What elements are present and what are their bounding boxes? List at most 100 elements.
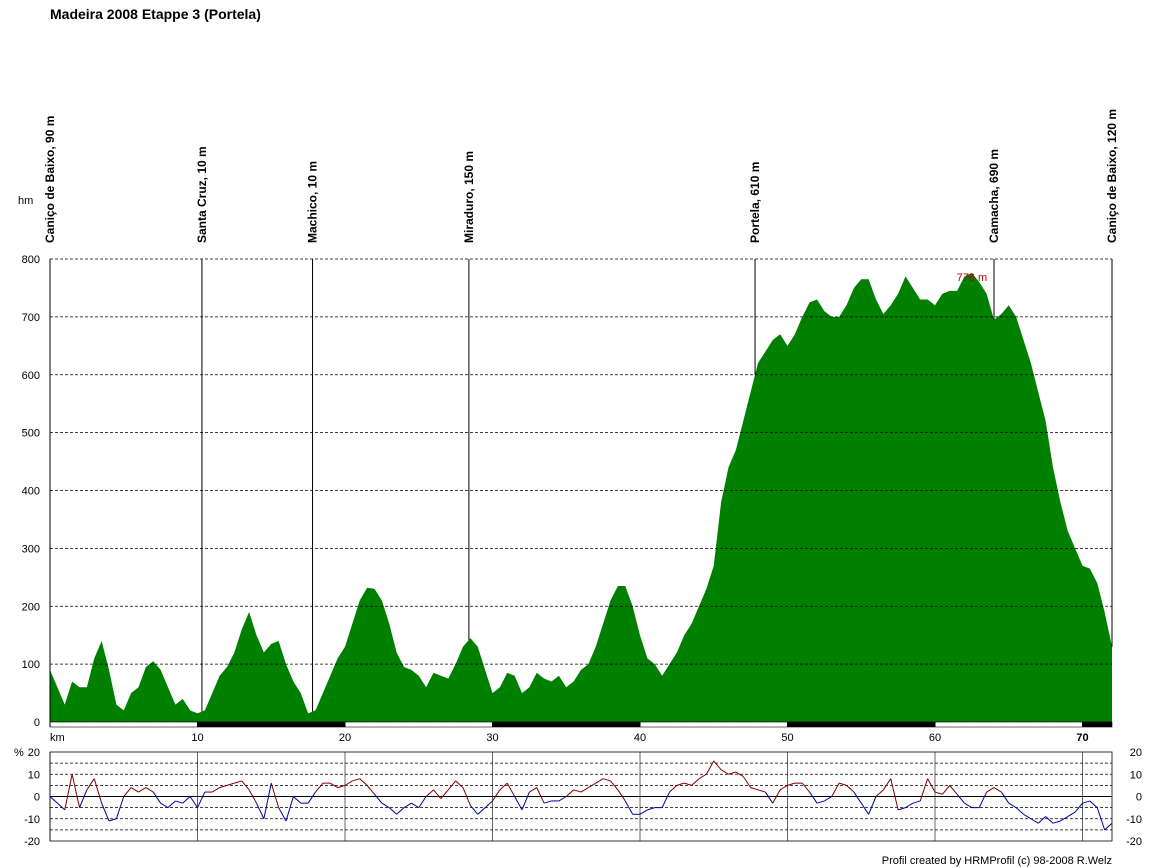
gradient-segment bbox=[860, 802, 870, 815]
gradient-segment bbox=[130, 787, 139, 793]
gradient-segment bbox=[167, 800, 176, 808]
y2-tick-label: 20 bbox=[1130, 747, 1142, 759]
gradient-segment bbox=[588, 782, 597, 789]
gradient-segment bbox=[344, 780, 353, 786]
gradient-segment bbox=[912, 800, 921, 804]
gradient-segment bbox=[123, 787, 132, 797]
gradient-segment bbox=[897, 807, 906, 811]
gradient-segment bbox=[875, 789, 884, 797]
gradient-segment bbox=[447, 780, 457, 791]
gradient-segment bbox=[455, 780, 464, 788]
gradient-segment bbox=[425, 789, 434, 797]
gradient-segment bbox=[1015, 807, 1024, 815]
gradient-segment bbox=[905, 802, 914, 809]
y-tick-label: 300 bbox=[22, 543, 40, 555]
gradient-segment bbox=[241, 780, 250, 791]
y2-tick-label: 10 bbox=[1130, 769, 1142, 781]
gradient-segment bbox=[772, 789, 781, 804]
gradient-segment bbox=[927, 778, 936, 793]
gradient-segment bbox=[462, 787, 471, 806]
y-tick-label: 0 bbox=[34, 717, 40, 729]
gradient-segment bbox=[234, 780, 242, 784]
x-tick-label: 10 bbox=[191, 732, 203, 744]
gradient-segment bbox=[145, 787, 154, 793]
gradient-segment bbox=[750, 787, 759, 791]
gradient-segment bbox=[514, 796, 523, 811]
gradient-segment bbox=[602, 778, 611, 782]
gradient-segment bbox=[698, 773, 707, 780]
gradient-segment bbox=[307, 791, 316, 804]
y-tick-label: 600 bbox=[22, 370, 40, 382]
gradient-segment bbox=[1052, 820, 1061, 824]
gradient-segment bbox=[1030, 818, 1039, 824]
gradient-segment bbox=[71, 774, 80, 808]
gradient-segment bbox=[1074, 802, 1083, 813]
gradient-segment bbox=[824, 796, 833, 802]
waypoint-label: Camacha, 690 m bbox=[987, 149, 1001, 243]
gradient-segment bbox=[160, 802, 169, 809]
gradient-segment bbox=[86, 778, 95, 791]
gradient-segment bbox=[838, 782, 847, 786]
gradient-segment bbox=[278, 807, 287, 822]
x-tick-label: 30 bbox=[486, 732, 498, 744]
gradient-segment bbox=[285, 796, 294, 822]
waypoint-label: Machico, 10 m bbox=[306, 161, 320, 243]
gradient-segment bbox=[1060, 816, 1069, 822]
gradient-segment bbox=[529, 787, 538, 793]
gradient-segment bbox=[374, 793, 383, 804]
gradient-segment bbox=[189, 796, 198, 808]
gradient-segment bbox=[661, 791, 670, 808]
chart-title: Madeira 2008 Etappe 3 (Portela) bbox=[50, 6, 261, 22]
gradient-segment bbox=[388, 807, 397, 815]
gradient-segment bbox=[49, 796, 58, 804]
gradient-segment bbox=[293, 796, 302, 804]
gradient-segment bbox=[941, 785, 951, 795]
y-tick-label: 20 bbox=[28, 747, 40, 759]
gradient-segment bbox=[720, 769, 729, 775]
y-tick-label: -10 bbox=[24, 814, 40, 826]
y2-tick-label: -20 bbox=[1126, 836, 1142, 848]
gradient-segment bbox=[919, 778, 929, 802]
gradient-segment bbox=[1096, 807, 1106, 831]
gradient-segment bbox=[735, 771, 744, 777]
waypoint-label: Caniço de Baixo, 120 m bbox=[1105, 109, 1119, 243]
x-tick-label: 20 bbox=[339, 732, 351, 744]
gradient-segment bbox=[617, 789, 626, 802]
gradient-segment bbox=[226, 782, 235, 786]
gradient-segment bbox=[93, 778, 103, 804]
gradient-segment bbox=[809, 791, 818, 804]
gradient-segment bbox=[536, 787, 545, 804]
gradient-segment bbox=[248, 789, 257, 804]
gradient-segment bbox=[787, 782, 796, 786]
waypoint-label: Santa Cruz, 10 m bbox=[195, 146, 209, 243]
gradient-segment bbox=[639, 809, 648, 815]
gradient-segment bbox=[182, 796, 191, 804]
gradient-segment bbox=[742, 776, 752, 788]
gradient-segment bbox=[882, 778, 892, 791]
gradient-segment bbox=[469, 805, 479, 815]
gradient-segment bbox=[433, 789, 442, 800]
gradient-segment bbox=[831, 782, 840, 797]
gradient-segment bbox=[978, 791, 988, 808]
gradient-segment bbox=[359, 778, 368, 786]
gradient-segment bbox=[713, 760, 722, 771]
gradient-segment bbox=[418, 796, 427, 808]
gradient-segment bbox=[499, 782, 508, 791]
y-tick-label: -20 bbox=[24, 836, 40, 848]
gradient-segment bbox=[366, 785, 375, 795]
gradient-segment bbox=[956, 793, 965, 804]
y-axis-label: hm bbox=[18, 195, 33, 207]
gradient-segment bbox=[138, 787, 147, 793]
gradient-segment bbox=[1045, 816, 1054, 824]
gradient-segment bbox=[506, 782, 516, 797]
gradient-segment bbox=[964, 802, 973, 809]
unit-label: % bbox=[14, 747, 24, 759]
y-tick-label: 500 bbox=[22, 428, 40, 440]
gradient-segment bbox=[801, 782, 811, 793]
gradient-segment bbox=[492, 789, 501, 802]
y-tick-label: 800 bbox=[22, 254, 40, 266]
gradient-segment bbox=[676, 782, 685, 786]
gradient-segment bbox=[1008, 802, 1017, 809]
gradient-segment bbox=[64, 774, 73, 810]
gradient-segment bbox=[79, 789, 88, 808]
